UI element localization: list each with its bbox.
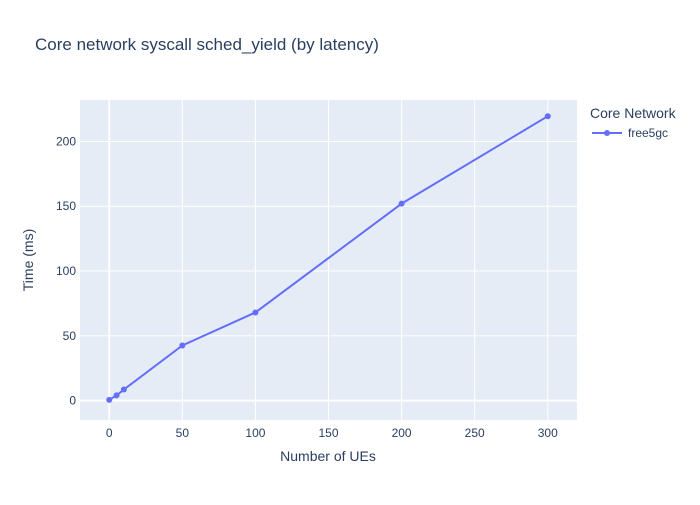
x-gridlines — [108, 100, 549, 420]
data-point[interactable] — [120, 386, 127, 393]
y-gridlines — [80, 140, 577, 402]
legend-item-label: free5gc — [628, 126, 668, 140]
chart-title: Core network syscall sched_yield (by lat… — [35, 35, 379, 54]
x-tick-labels: 0 50 100 150 200 250 300 — [106, 426, 558, 440]
y-tick-label: 0 — [69, 394, 76, 408]
legend[interactable]: Core Network free5gc — [590, 105, 677, 140]
y-tick-label: 150 — [56, 199, 76, 213]
y-tick-labels: 0 50 100 150 200 — [56, 134, 76, 407]
data-point[interactable] — [252, 309, 259, 316]
y-tick-label: 50 — [63, 329, 77, 343]
data-point[interactable] — [106, 396, 113, 403]
legend-marker-swatch — [604, 130, 610, 136]
data-point[interactable] — [113, 392, 120, 399]
x-tick-label: 100 — [245, 426, 265, 440]
x-tick-label: 50 — [176, 426, 190, 440]
x-tick-label: 300 — [538, 426, 558, 440]
x-tick-label: 250 — [465, 426, 485, 440]
y-tick-label: 100 — [56, 264, 76, 278]
y-axis-label: Time (ms) — [20, 229, 36, 291]
x-tick-label: 150 — [318, 426, 338, 440]
y-tick-label: 200 — [56, 134, 76, 148]
x-axis-label: Number of UEs — [280, 448, 376, 464]
legend-title: Core Network — [590, 105, 677, 121]
x-tick-label: 0 — [106, 426, 113, 440]
series-layer — [106, 113, 551, 403]
x-tick-label: 200 — [392, 426, 412, 440]
data-point[interactable] — [398, 200, 405, 207]
data-point[interactable] — [179, 342, 186, 349]
data-point[interactable] — [544, 113, 551, 120]
